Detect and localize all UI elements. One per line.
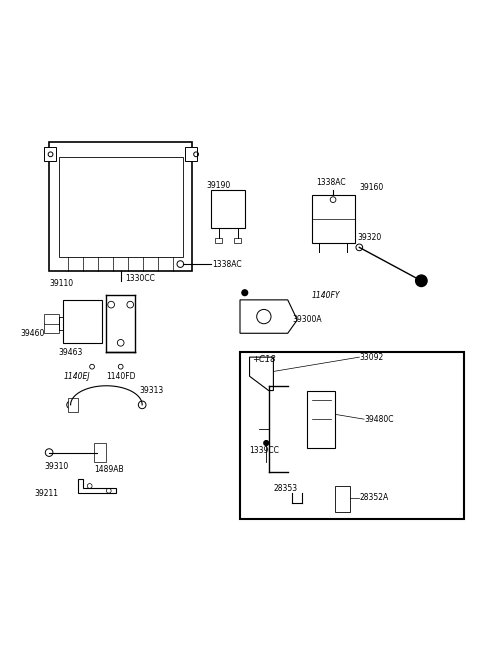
Bar bbox=[215, 238, 222, 242]
Text: 1140FD: 1140FD bbox=[107, 372, 136, 380]
Text: 1489AB: 1489AB bbox=[95, 464, 124, 474]
Text: 39190: 39190 bbox=[206, 181, 231, 190]
Bar bbox=[49, 143, 192, 271]
Text: 1339CC: 1339CC bbox=[250, 445, 279, 455]
Bar bbox=[234, 238, 241, 242]
Bar bbox=[44, 147, 56, 162]
Text: 28353: 28353 bbox=[274, 484, 298, 493]
Text: 28352A: 28352A bbox=[360, 493, 388, 503]
Bar bbox=[68, 397, 78, 412]
Bar bbox=[185, 147, 197, 162]
Text: 1140EJ: 1140EJ bbox=[63, 372, 90, 380]
Text: 33092: 33092 bbox=[360, 353, 384, 361]
Text: 1140FY: 1140FY bbox=[312, 290, 340, 300]
Circle shape bbox=[242, 290, 248, 296]
Bar bbox=[59, 157, 183, 257]
Text: 39463: 39463 bbox=[59, 348, 83, 357]
Bar bbox=[95, 443, 107, 462]
Text: 39110: 39110 bbox=[49, 279, 73, 288]
Bar bbox=[63, 300, 102, 343]
Bar bbox=[307, 390, 336, 448]
Text: 39313: 39313 bbox=[140, 386, 164, 395]
Text: 1338AC: 1338AC bbox=[212, 260, 242, 269]
Text: 39300A: 39300A bbox=[292, 315, 322, 325]
Text: 39160: 39160 bbox=[360, 183, 384, 193]
Bar bbox=[336, 486, 350, 512]
Bar bbox=[312, 195, 355, 242]
Text: 39480C: 39480C bbox=[364, 415, 394, 424]
Text: 39310: 39310 bbox=[44, 463, 69, 471]
Text: 39211: 39211 bbox=[35, 489, 59, 497]
Bar bbox=[240, 352, 464, 520]
Text: 1338AC: 1338AC bbox=[316, 179, 346, 187]
Text: 39320: 39320 bbox=[357, 233, 381, 242]
Bar bbox=[44, 315, 59, 324]
Bar bbox=[44, 323, 59, 332]
Circle shape bbox=[356, 244, 363, 251]
Circle shape bbox=[264, 441, 269, 445]
Text: 39460: 39460 bbox=[21, 328, 45, 338]
Text: +C18: +C18 bbox=[252, 355, 276, 364]
Circle shape bbox=[416, 275, 427, 286]
Bar bbox=[211, 190, 245, 228]
Text: 1330CC: 1330CC bbox=[125, 274, 156, 283]
